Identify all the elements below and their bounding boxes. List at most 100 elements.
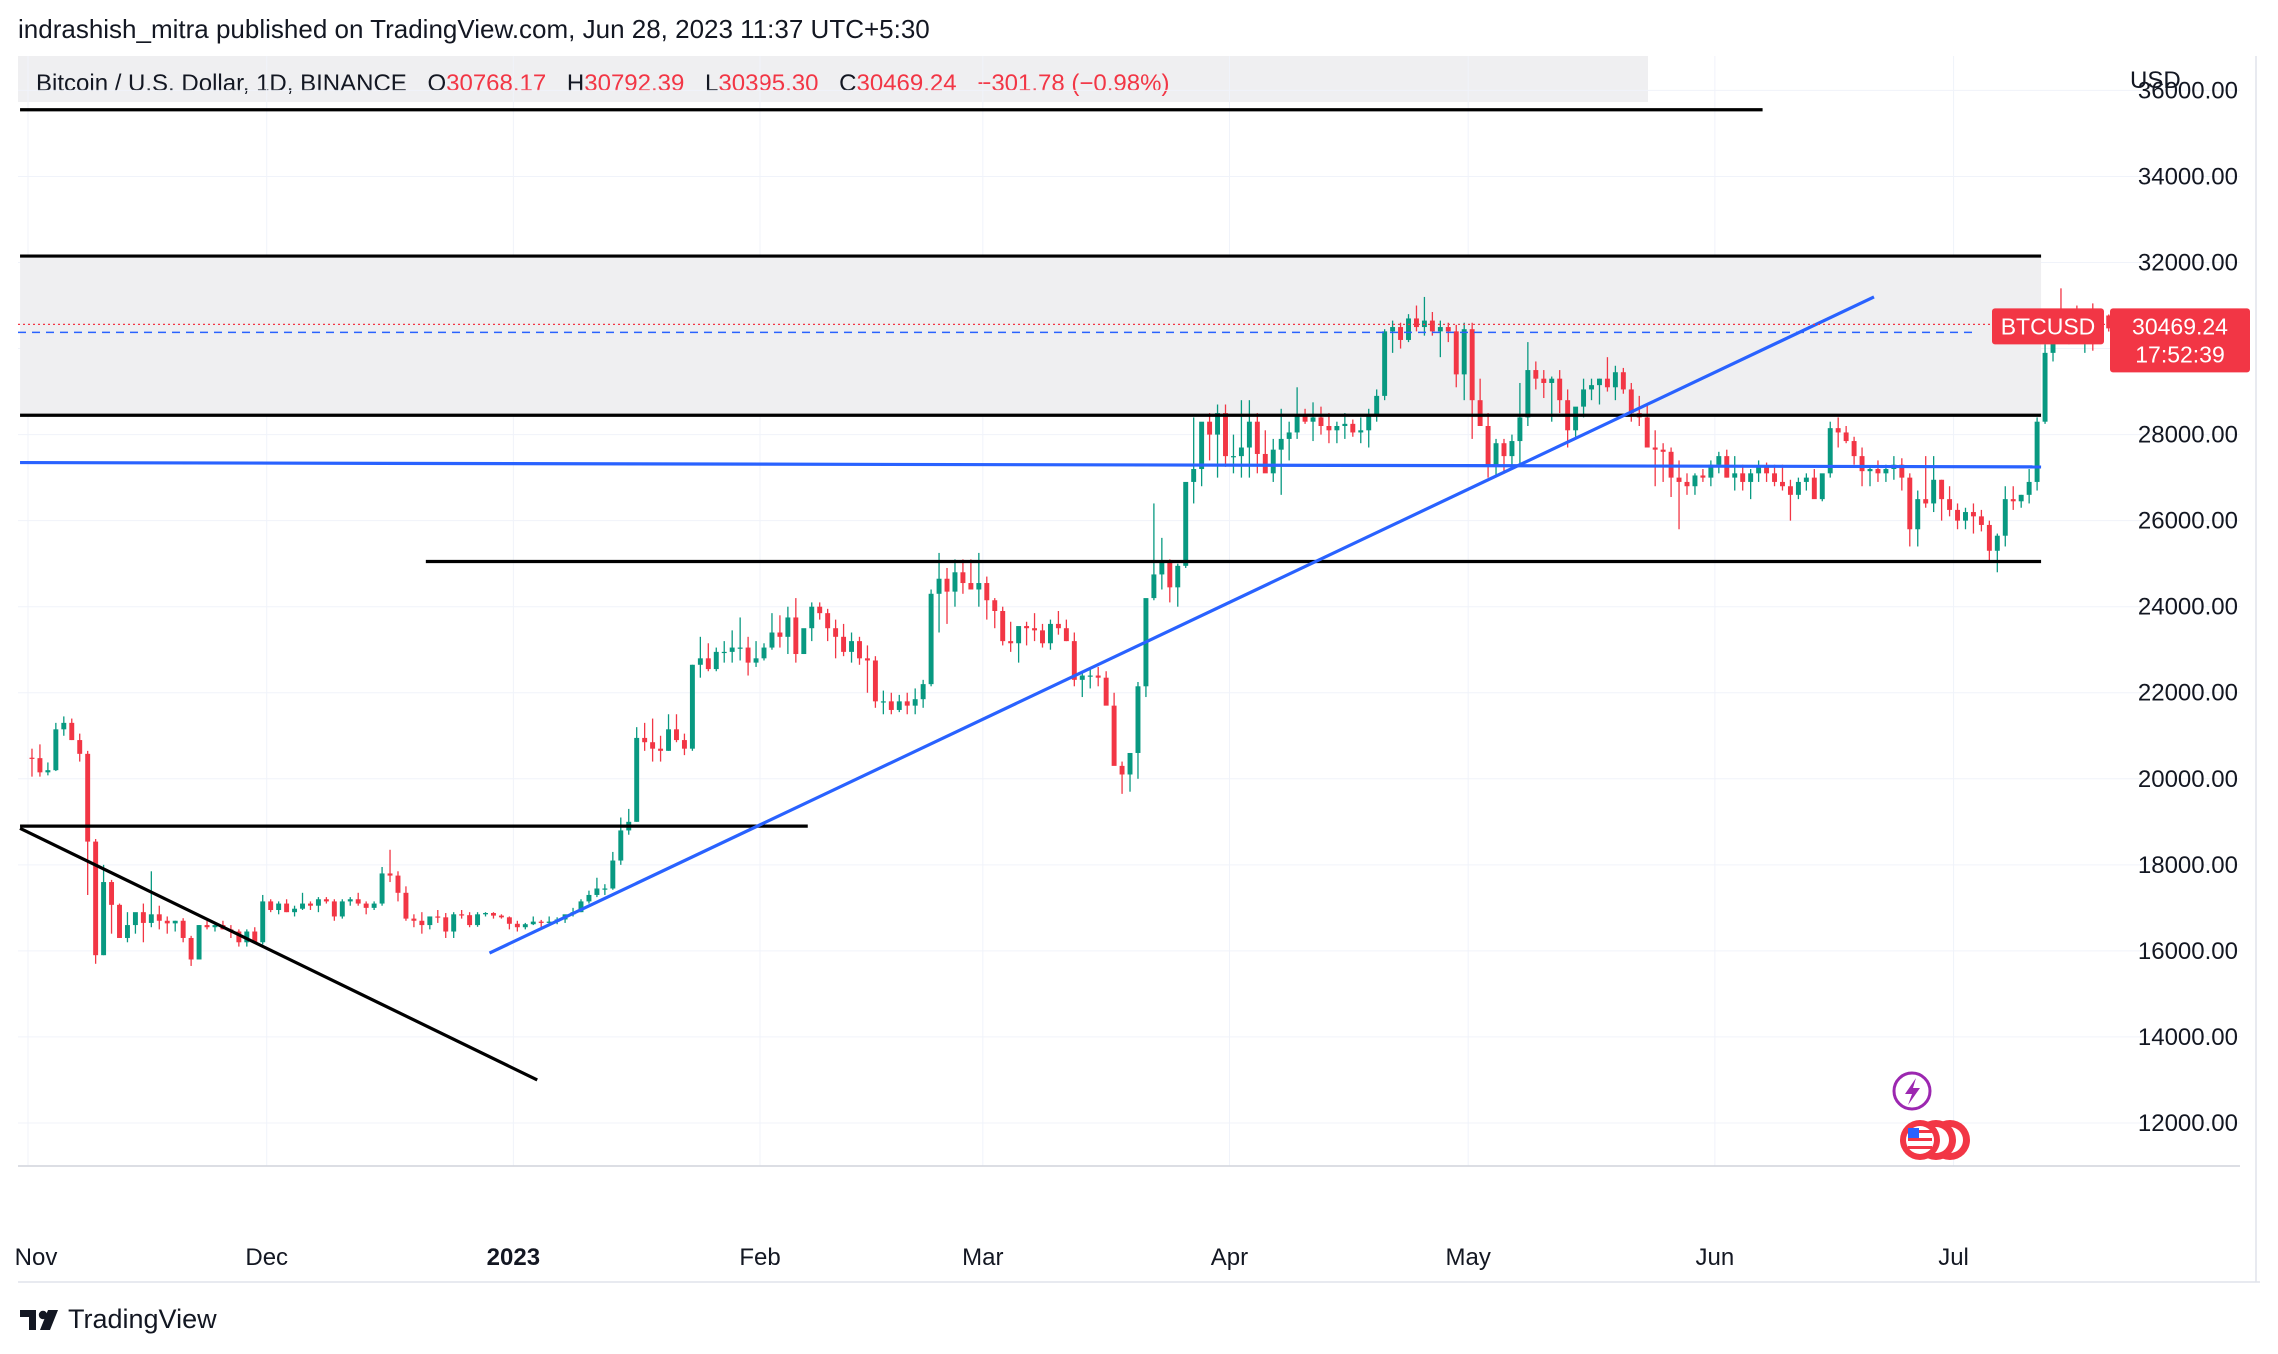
candle-body [713, 651, 719, 670]
candle-body [1040, 630, 1045, 644]
price-chart[interactable]: 36000.0034000.0032000.0030000.0028000.00… [0, 0, 2278, 1300]
candle-body [984, 583, 990, 601]
candle-body [491, 913, 496, 916]
candle-body [1597, 378, 1602, 386]
dividend-lightning-icon[interactable] [1892, 1071, 1932, 1111]
candle-body [1310, 417, 1316, 422]
candle-body [530, 921, 536, 925]
candle-body [236, 931, 242, 943]
candle-body [1581, 389, 1587, 407]
candle-body [180, 920, 186, 938]
y-tick-label: 36000.00 [2138, 77, 2238, 104]
candle-body [506, 917, 512, 924]
candle-body [586, 894, 592, 902]
candle-body [1907, 477, 1913, 530]
candle-body [1270, 449, 1276, 474]
candle-body [1230, 456, 1236, 458]
candle-body [443, 917, 449, 932]
tradingview-brand[interactable]: TradingView [20, 1304, 217, 1335]
candle-body [172, 920, 178, 924]
y-tick-label: 22000.00 [2138, 680, 2238, 707]
candle-body [753, 658, 759, 663]
candle-body [912, 699, 918, 706]
candle-body [936, 578, 942, 594]
trendline-blue[interactable] [488, 295, 1875, 955]
candle-body [1652, 447, 1658, 450]
candle-body [1103, 677, 1109, 706]
candle-body [769, 632, 775, 648]
candle-body [1278, 438, 1284, 450]
candle-body [872, 660, 878, 702]
candle-body [674, 729, 679, 741]
price-badge-value: 30469.24 [2132, 313, 2228, 339]
candle-body [594, 888, 600, 895]
trendline-black[interactable] [19, 826, 538, 1082]
candlesticks [29, 288, 2112, 966]
candle-body [1382, 331, 1388, 396]
candle-body [1923, 499, 1929, 504]
candle-body [825, 613, 831, 629]
candle-body [339, 901, 345, 917]
candle-body [992, 600, 998, 611]
candle-body [817, 606, 823, 614]
candle-body [952, 572, 958, 592]
drawn-lines[interactable] [19, 108, 2042, 1082]
candle-body [642, 737, 648, 743]
candle-body [904, 701, 910, 706]
publisher-line: indrashish_mitra published on TradingVie… [18, 14, 930, 44]
candle-body [1032, 628, 1038, 631]
candle-body [117, 904, 122, 938]
candle-body [697, 658, 703, 665]
candle-body [347, 899, 353, 902]
candle-body [618, 830, 624, 861]
candle-body [395, 875, 401, 893]
candle-body [156, 914, 162, 921]
candle-body [475, 914, 481, 926]
legend-background [18, 56, 1648, 102]
candle-body [721, 651, 727, 654]
candle-body [363, 903, 369, 908]
candle-body [419, 920, 425, 926]
candle-body [785, 617, 791, 637]
candle-body [1716, 456, 1722, 465]
candle-body [268, 901, 274, 911]
candle-body [29, 757, 35, 759]
x-tick-label: Nov [15, 1244, 58, 1271]
candle-body [1931, 479, 1937, 504]
candle-body [1835, 428, 1841, 433]
price-axis[interactable]: 36000.0034000.0032000.0030000.0028000.00… [2138, 77, 2238, 1137]
legend-symbol[interactable]: Bitcoin / U.S. Dollar, 1D, BINANCE [36, 70, 407, 97]
candle-body [1803, 477, 1809, 482]
candle-body [1238, 447, 1244, 457]
candle-body [650, 742, 656, 749]
candle-body [148, 914, 154, 923]
candle-body [451, 914, 457, 932]
horizontal-level-blue[interactable] [20, 460, 2042, 469]
candle-body [276, 903, 282, 911]
candle-body [1016, 626, 1022, 644]
candle-body [928, 593, 934, 685]
price-badge-countdown: 17:52:39 [2135, 341, 2225, 367]
candle-body [371, 903, 377, 908]
us-economic-event-flag-icon[interactable] [1900, 1120, 1970, 1160]
candle-body [1445, 327, 1451, 332]
candle-body [1994, 535, 2000, 551]
candle-body [204, 925, 210, 928]
candle-body [498, 915, 504, 918]
candle-body [705, 658, 711, 670]
candle-body [1151, 574, 1157, 599]
candle-body [1191, 469, 1197, 482]
candle-body [1111, 705, 1117, 766]
candle-body [880, 701, 886, 703]
legend-high-value: 30792.39 [584, 70, 685, 97]
time-axis[interactable]: Nov Dec 2023 Feb Mar Apr May Jun Jul [15, 1244, 1969, 1271]
candle-body [1541, 378, 1547, 383]
candle-body [1246, 421, 1252, 448]
candle-body [1612, 372, 1618, 388]
events-markers[interactable] [1892, 1071, 1970, 1160]
candle-body [658, 748, 664, 751]
candle-body [212, 925, 218, 928]
candle-body [1294, 415, 1300, 433]
candle-body [1915, 499, 1921, 530]
